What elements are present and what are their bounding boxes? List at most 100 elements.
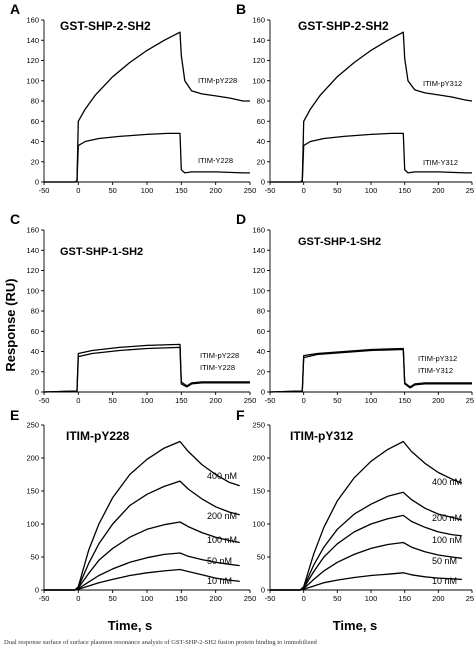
series-label: ITIM-Y228 [198,156,233,165]
y-tick-label: 160 [26,16,39,25]
series-line [269,347,472,393]
x-tick-label: 0 [302,594,306,603]
y-tick-label: 100 [252,520,265,529]
series-line [270,132,472,183]
series-label: ITIM-pY312 [423,79,462,88]
y-tick-label: 0 [261,178,265,187]
series-line [270,491,463,591]
y-tick-label: 0 [261,388,265,397]
y-tick-label: 20 [31,367,39,376]
x-tick-label: 150 [175,396,188,405]
panel-title: GST-SHP-1-SH2 [298,236,381,248]
y-tick-label: 0 [35,586,39,595]
y-tick-label: 120 [26,266,39,275]
x-tick-label: 250 [466,594,474,603]
y-tick-label: 40 [31,347,39,356]
x-tick-label: 150 [398,186,411,195]
x-tick-label: 50 [108,396,116,405]
y-tick-label: 0 [35,388,39,397]
x-tick-label: 50 [333,396,341,405]
x-axis-title-left: Time, s [108,618,153,633]
x-tick-label: -50 [265,396,276,405]
x-tick-label: 200 [209,594,222,603]
y-tick-label: 60 [31,327,39,336]
x-tick-label: 0 [302,186,306,195]
x-tick-label: 150 [398,594,411,603]
y-tick-label: 100 [26,286,39,295]
series-line [44,31,250,183]
y-tick-label: 140 [252,246,265,255]
y-tick-label: 40 [31,137,39,146]
series-label: ITIM-pY228 [198,76,237,85]
panel-letter: C [10,211,20,227]
y-tick-label: 150 [252,487,265,496]
y-tick-label: 100 [252,76,265,85]
y-tick-label: 0 [35,178,39,187]
series-label: ITIM-pY312 [418,354,457,363]
x-tick-label: 0 [76,186,80,195]
y-tick-label: 80 [257,307,265,316]
x-tick-label: 200 [432,396,445,405]
figure-caption: Dual response surface of surface plasmon… [4,639,318,646]
series-line [44,521,240,591]
series-label: 400 nM [207,471,237,481]
x-tick-label: 150 [175,186,188,195]
series-line [43,343,250,393]
x-tick-label: 50 [333,186,341,195]
series-line [270,440,463,591]
series-label: 10 nM [207,576,232,586]
y-tick-label: 100 [26,520,39,529]
series-line [44,132,250,183]
series-line [43,346,250,393]
panel-letter: F [236,407,245,423]
panel-title: ITIM-pY312 [290,429,354,443]
x-tick-label: 100 [141,396,154,405]
y-tick-label: 160 [252,16,265,25]
x-tick-label: 100 [365,396,378,405]
panel-title: GST-SHP-2-SH2 [298,19,389,33]
y-tick-label: 60 [31,117,39,126]
y-tick-label: 0 [261,586,265,595]
x-tick-label: 250 [244,594,257,603]
x-tick-label: -50 [39,594,50,603]
x-tick-label: 250 [466,396,474,405]
y-tick-label: 120 [252,266,265,275]
y-tick-label: 20 [257,367,265,376]
series-label: 400 nM [432,477,462,487]
x-tick-label: 100 [141,186,154,195]
y-tick-label: 120 [252,56,265,65]
series-line [44,440,240,591]
panel-letter: E [10,407,19,423]
x-tick-label: -50 [39,186,50,195]
x-axis-title-right: Time, s [333,618,378,633]
x-tick-label: 150 [175,594,188,603]
x-tick-label: -50 [265,186,276,195]
y-tick-label: 40 [257,137,265,146]
series-line [269,348,472,393]
series-line [44,480,240,591]
x-tick-label: 150 [398,396,411,405]
x-tick-label: 0 [76,594,80,603]
y-tick-label: 140 [26,36,39,45]
x-tick-label: 0 [302,396,306,405]
panel-letter: D [236,211,246,227]
series-label: 200 nM [207,511,237,521]
x-tick-label: 250 [244,186,257,195]
y-tick-label: 60 [257,327,265,336]
series-line [270,541,462,591]
x-tick-label: 200 [209,186,222,195]
series-label: ITIM-pY228 [200,351,239,360]
panel-letter: B [236,1,246,17]
panel-letter: A [10,1,20,17]
y-axis-title: Response (RU) [3,278,18,371]
series-label: 200 nM [432,513,462,523]
y-tick-label: 20 [31,157,39,166]
x-tick-label: 100 [365,594,378,603]
series-line [44,568,240,591]
x-tick-label: 0 [76,396,80,405]
